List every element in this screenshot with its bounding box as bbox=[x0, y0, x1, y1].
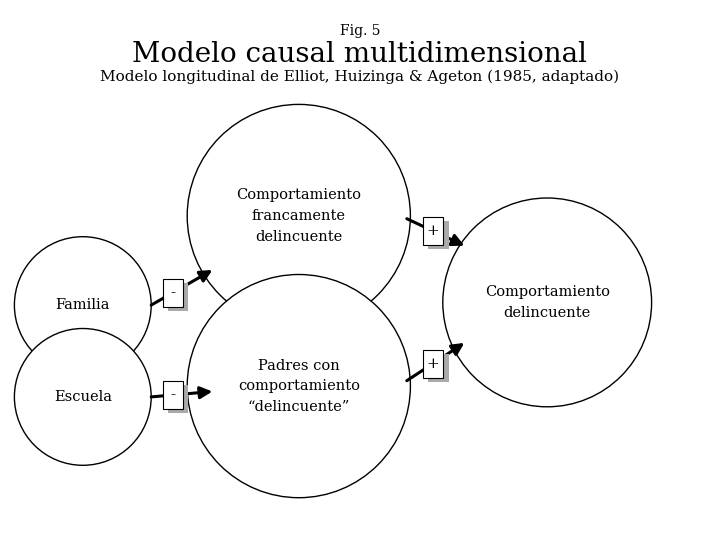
Ellipse shape bbox=[443, 198, 652, 407]
FancyBboxPatch shape bbox=[163, 381, 183, 409]
Text: Familia: Familia bbox=[55, 298, 110, 312]
Text: +: + bbox=[426, 224, 439, 238]
Text: Padres con
comportamiento
“delincuente”: Padres con comportamiento “delincuente” bbox=[238, 359, 360, 414]
Ellipse shape bbox=[14, 237, 151, 374]
Text: -: - bbox=[170, 286, 175, 300]
Text: Comportamiento
delincuente: Comportamiento delincuente bbox=[485, 285, 610, 320]
FancyBboxPatch shape bbox=[168, 386, 189, 414]
Text: Modelo longitudinal de Elliot, Huizinga & Ageton (1985, adaptado): Modelo longitudinal de Elliot, Huizinga … bbox=[100, 69, 620, 84]
Ellipse shape bbox=[14, 328, 151, 465]
Text: +: + bbox=[426, 357, 439, 370]
Ellipse shape bbox=[187, 274, 410, 498]
Text: Comportamiento
francamente
delincuente: Comportamiento francamente delincuente bbox=[236, 188, 361, 244]
FancyBboxPatch shape bbox=[168, 283, 189, 311]
Text: Fig. 5: Fig. 5 bbox=[340, 24, 380, 38]
FancyBboxPatch shape bbox=[423, 350, 443, 378]
Text: Escuela: Escuela bbox=[54, 390, 112, 404]
FancyBboxPatch shape bbox=[428, 354, 449, 382]
Text: Modelo causal multidimensional: Modelo causal multidimensional bbox=[132, 40, 588, 68]
FancyBboxPatch shape bbox=[163, 279, 183, 307]
FancyBboxPatch shape bbox=[428, 221, 449, 249]
FancyBboxPatch shape bbox=[423, 217, 443, 245]
Text: -: - bbox=[170, 388, 175, 402]
Ellipse shape bbox=[187, 104, 410, 328]
